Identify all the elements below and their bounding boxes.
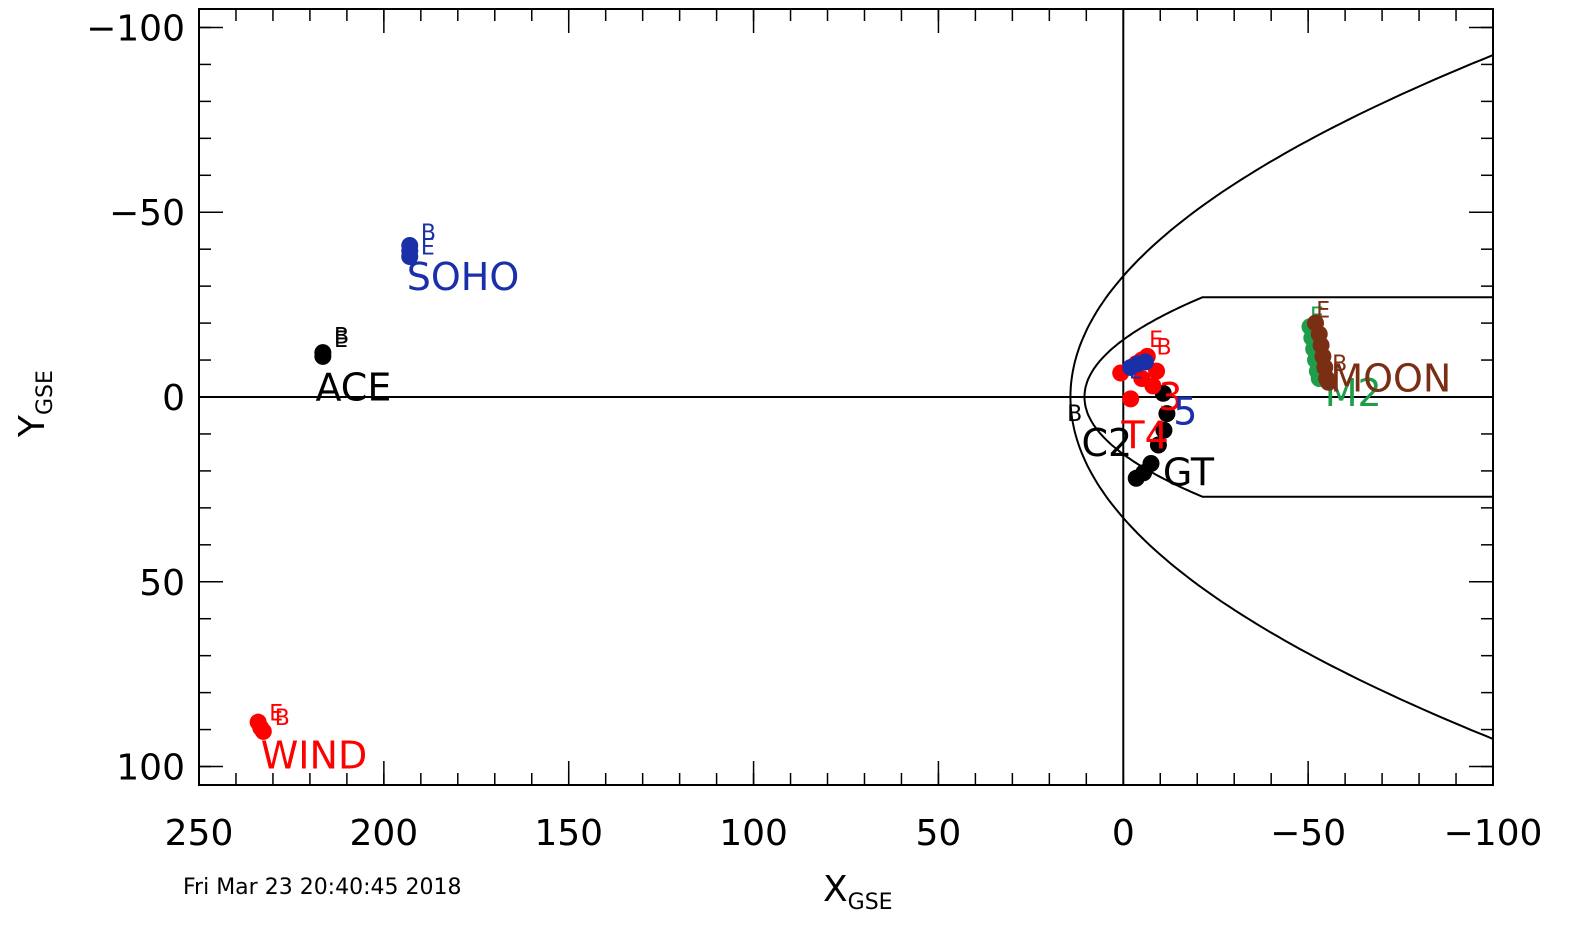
- y-axis-label: YGSE: [12, 370, 58, 438]
- y-tick-label: −50: [109, 193, 185, 234]
- t4-marker-b: B: [1157, 336, 1172, 361]
- x-axis-label-sub: GSE: [848, 890, 893, 915]
- x-tick-label: −50: [1270, 813, 1346, 854]
- timestamp: Fri Mar 23 20:40:45 2018: [183, 875, 461, 900]
- plot-frame: [198, 8, 1494, 786]
- wind-marker-b: B: [275, 706, 290, 731]
- series-t5: E5: [1122, 353, 1197, 434]
- x-tick-label: 250: [165, 813, 234, 854]
- gt-label: GT: [1163, 451, 1215, 495]
- x-tick-label: −100: [1444, 813, 1543, 854]
- series-c2: BC2: [1067, 402, 1132, 465]
- wind-marker-e: E: [269, 701, 283, 726]
- gt-point: [1155, 421, 1173, 439]
- t5-marker-e: E: [1129, 360, 1143, 385]
- soho-marker-e: E: [421, 236, 435, 261]
- t4-point: [1133, 370, 1151, 388]
- series-t3: 3: [1158, 375, 1182, 419]
- moon-label: MOON: [1330, 356, 1451, 400]
- gt-point: [1149, 436, 1167, 454]
- t4-point: [1122, 390, 1140, 408]
- c2-label: C2: [1082, 421, 1133, 465]
- x-axis-label: XGSE: [823, 869, 893, 915]
- y-tick-label: 100: [116, 748, 185, 789]
- t3-label: 3: [1158, 375, 1182, 419]
- ace-marker-e: E: [334, 328, 348, 353]
- y-axis-label-sub: GSE: [33, 370, 58, 415]
- series-ace: BE ACE: [314, 324, 391, 410]
- series-gt: GT: [1127, 384, 1215, 495]
- y-axis-label-main: Y: [12, 414, 53, 438]
- ace-point: [314, 344, 332, 362]
- ace-label: ACE: [315, 366, 391, 410]
- t4-marker-e: E: [1149, 328, 1163, 353]
- series-group: BEACEBESOHOEBWINDBC2GTBET43E5EM2EBMOON: [249, 221, 1451, 777]
- moon-marker-e: E: [1316, 299, 1330, 324]
- t5-label: 5: [1173, 390, 1197, 434]
- plot-border: [198, 8, 1494, 786]
- t5-point: [1136, 353, 1154, 371]
- y-tick-label: −100: [86, 8, 185, 49]
- moon-point: [1319, 373, 1337, 391]
- ace-marker-b: B: [334, 324, 349, 349]
- x-tick-label: 50: [916, 813, 962, 854]
- c2-marker-b: B: [1067, 402, 1082, 427]
- gt-point: [1158, 405, 1176, 423]
- y-tick-label: 50: [139, 563, 185, 604]
- x-tick-label: 200: [349, 813, 418, 854]
- t4-label: T4: [1120, 414, 1168, 458]
- wind-label: WIND: [261, 733, 367, 777]
- series-t4: BE T4: [1112, 328, 1172, 458]
- x-tick-label: 0: [1112, 813, 1135, 854]
- gt-point: [1142, 455, 1160, 473]
- soho-label: SOHO: [407, 255, 520, 299]
- y-tick-label: 0: [162, 378, 185, 419]
- x-axis-label-main: X: [823, 869, 848, 910]
- soho-marker-b: B: [421, 221, 436, 246]
- wind-point: [254, 722, 272, 740]
- soho-point: [401, 236, 419, 254]
- x-tick-label: 100: [719, 813, 788, 854]
- axes: 250 200 150 100 50 0 −50 −100 −100 −50 0 50 100: [86, 8, 1542, 854]
- moon-marker-b: B: [1332, 352, 1347, 377]
- x-tick-label: 150: [534, 813, 603, 854]
